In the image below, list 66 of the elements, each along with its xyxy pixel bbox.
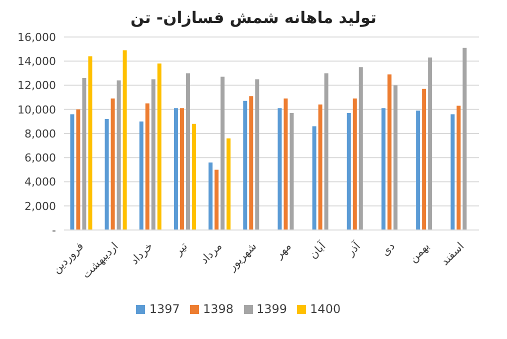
y-tick-label: 2,000 bbox=[24, 200, 56, 213]
bar bbox=[104, 119, 109, 230]
bar bbox=[393, 85, 398, 230]
legend-label: 1399 bbox=[256, 302, 288, 316]
x-tick-label: آبان bbox=[306, 238, 329, 262]
bar bbox=[284, 98, 288, 230]
x-tick-label: تیر bbox=[171, 240, 190, 258]
bar bbox=[346, 112, 351, 230]
bar bbox=[82, 78, 86, 230]
bar bbox=[290, 112, 294, 230]
bar bbox=[76, 109, 80, 230]
y-tick-label: 10,000 bbox=[18, 103, 56, 116]
bar bbox=[174, 108, 178, 230]
bar bbox=[116, 80, 121, 230]
bar bbox=[157, 64, 162, 230]
bar bbox=[278, 108, 282, 230]
bar bbox=[88, 56, 92, 230]
bar bbox=[151, 79, 156, 230]
bar bbox=[122, 50, 127, 230]
bar bbox=[249, 96, 254, 230]
bar bbox=[312, 126, 316, 230]
bar bbox=[422, 88, 426, 230]
x-tick-label: بهمن bbox=[406, 240, 432, 266]
legend-label: 1400 bbox=[310, 302, 341, 316]
x-tick-label: شهریور bbox=[224, 240, 260, 274]
bar bbox=[358, 67, 363, 230]
x-tick-label: مهر bbox=[272, 240, 294, 262]
bar bbox=[450, 114, 455, 230]
chart-title: تولید ماهانه شمش فسازان- تن bbox=[129, 8, 378, 27]
bar bbox=[208, 162, 213, 230]
x-tick-label: فروردین bbox=[50, 240, 86, 276]
bar bbox=[139, 121, 144, 230]
bar bbox=[462, 48, 467, 230]
bar bbox=[428, 58, 432, 230]
bar bbox=[387, 74, 392, 230]
bar bbox=[145, 103, 150, 230]
x-tick-label: خرداد bbox=[128, 240, 156, 268]
bar bbox=[214, 170, 219, 230]
bar bbox=[226, 138, 231, 230]
x-tick-label: مرداد bbox=[198, 240, 225, 267]
y-tick-label: 16,000 bbox=[18, 30, 56, 44]
bar bbox=[352, 98, 357, 230]
bar bbox=[381, 108, 386, 230]
legend-label: 1397 bbox=[149, 302, 180, 316]
x-tick-label: دی bbox=[378, 240, 398, 259]
bar bbox=[243, 100, 248, 230]
bar bbox=[318, 104, 322, 230]
x-tick-label: اسفند bbox=[438, 240, 467, 268]
bar bbox=[180, 108, 184, 230]
legend-label: 1398 bbox=[202, 302, 234, 316]
y-tick-label: - bbox=[52, 224, 56, 237]
y-tick-label: 4,000 bbox=[24, 176, 56, 189]
bar bbox=[220, 76, 225, 230]
bar bbox=[110, 98, 115, 230]
bar bbox=[255, 79, 260, 230]
y-tick-label: 14,000 bbox=[18, 55, 56, 68]
bar bbox=[186, 73, 190, 230]
y-tick-label: 6,000 bbox=[24, 152, 56, 165]
bar bbox=[70, 114, 74, 230]
bar bbox=[416, 110, 420, 230]
y-tick-label: 8,000 bbox=[24, 127, 56, 140]
bar bbox=[324, 73, 328, 230]
bar bbox=[192, 124, 196, 230]
x-tick-label: آذر bbox=[342, 238, 364, 260]
bar bbox=[456, 106, 461, 230]
y-tick-label: 12,000 bbox=[18, 79, 56, 92]
